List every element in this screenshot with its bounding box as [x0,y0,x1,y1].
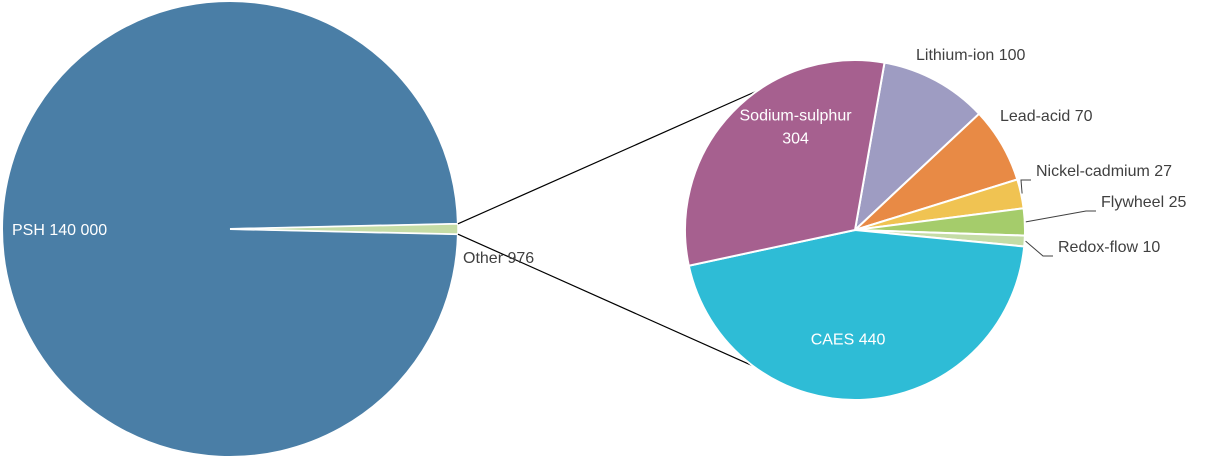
data-label-psh: PSH 140 000 [12,222,107,239]
leader-line-nickel-cadmium [1021,180,1031,194]
data-label-nickel-cadmium: Nickel-cadmium 27 [1036,163,1172,180]
data-label-flywheel: Flywheel 25 [1101,194,1186,211]
leader-line-redox-flow [1026,241,1053,256]
leader-line-flywheel [1026,211,1096,222]
data-label-caes: CAES 440 [811,331,886,348]
data-label-sodium-sulphur-name: Sodium-sulphur [740,107,853,124]
data-label-redox-flow: Redox-flow 10 [1058,239,1160,256]
data-label-sodium-sulphur-value: 304 [782,130,809,147]
detail-pie [685,60,1025,400]
data-label-other: Other 976 [463,250,534,267]
data-label-lithium-ion: Lithium-ion 100 [916,47,1026,64]
data-label-lead-acid: Lead-acid 70 [1000,108,1093,125]
